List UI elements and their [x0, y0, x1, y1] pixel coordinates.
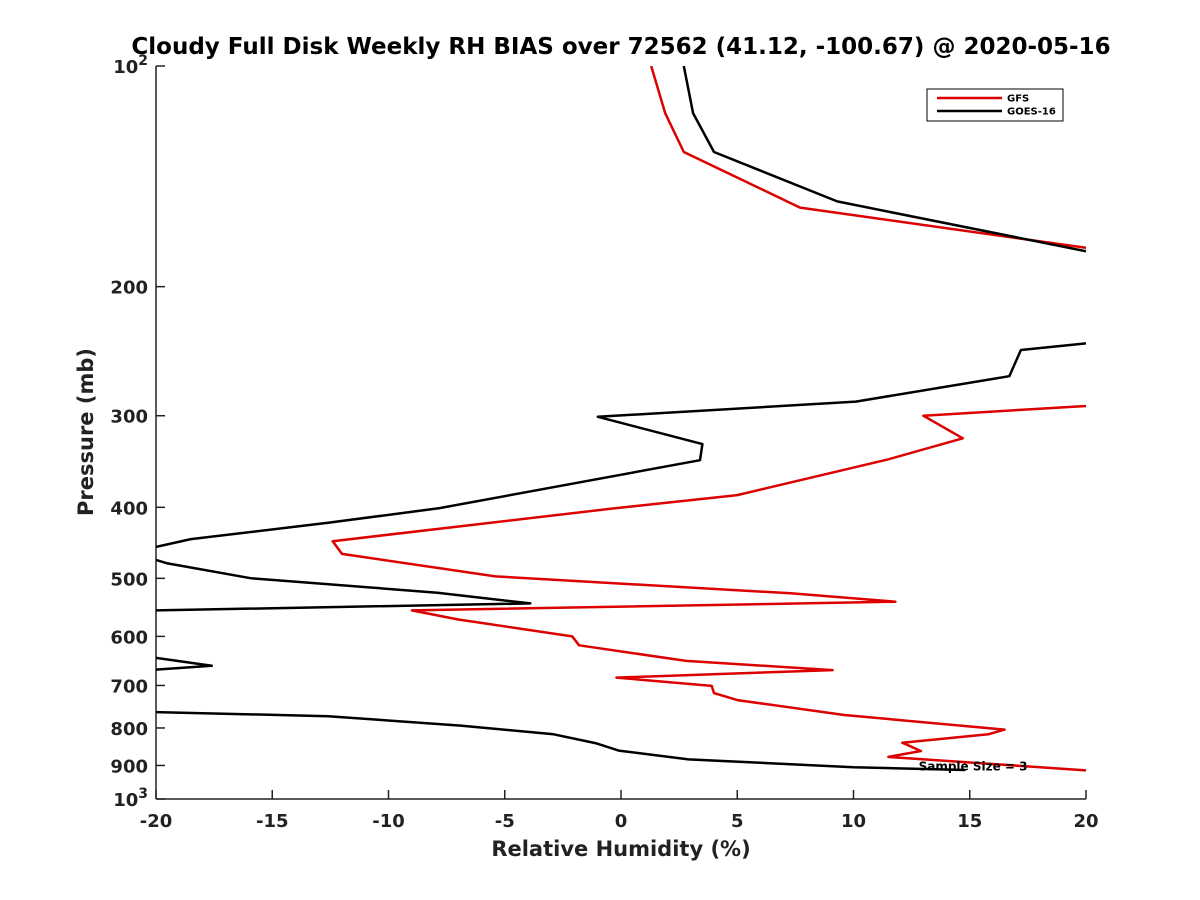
x-tick-label: -20 — [140, 811, 173, 832]
y-tick-label: 200 — [110, 278, 148, 299]
plot-area — [155, 66, 1086, 800]
legend-label-goes-16: GOES-16 — [1007, 107, 1056, 118]
legend-label-gfs: GFS — [1007, 94, 1029, 105]
y-tick-label: 103 — [113, 786, 148, 811]
legend-box — [926, 88, 1064, 122]
series-gfs-line-0 — [650, 66, 1086, 250]
y-tick-label: 102 — [113, 53, 148, 78]
y-tick-label: 900 — [110, 756, 148, 777]
x-axis-label: Relative Humidity (%) — [491, 837, 750, 861]
legend: GFS GOES-16 — [926, 88, 1064, 122]
x-tick-label: -15 — [256, 811, 289, 832]
x-tick-label: 15 — [957, 811, 982, 832]
series-goes-16-line-2 — [156, 558, 532, 612]
y-axis-label: Pressure (mb) — [74, 348, 98, 516]
plot-frame — [156, 66, 1086, 799]
x-tick-label: 10 — [841, 811, 866, 832]
x-tick-label: 0 — [615, 811, 628, 832]
y-tick-label: 500 — [110, 569, 148, 590]
x-tick-label: 20 — [1073, 811, 1098, 832]
y-tick-label: 400 — [110, 498, 148, 519]
series-gfs-line-1 — [331, 404, 1086, 772]
x-tick-label: -5 — [495, 811, 515, 832]
series-goes-16-line-1 — [156, 342, 1086, 549]
series-goes-16-line-4 — [156, 710, 966, 772]
y-axis-ticks: 102 200 300 400 500 600 700 800 900 103 — [110, 53, 165, 811]
chart-title: Cloudy Full Disk Weekly RH BIAS over 725… — [131, 34, 1110, 60]
x-tick-label: 5 — [731, 811, 744, 832]
y-tick-label: 800 — [110, 719, 148, 740]
series-layer — [156, 66, 1086, 772]
series-goes-16-line-3 — [156, 656, 214, 671]
x-axis-ticks: -20 -15 -10 -5 0 5 10 15 20 — [140, 790, 1099, 832]
y-tick-label: 300 — [110, 407, 148, 428]
y-tick-label: 600 — [110, 627, 148, 648]
x-tick-label: -10 — [372, 811, 405, 832]
series-goes-16-line-0 — [682, 66, 1086, 253]
y-tick-label: 700 — [110, 676, 148, 697]
sample-size-annotation: Sample Size = 3 — [919, 760, 1028, 774]
